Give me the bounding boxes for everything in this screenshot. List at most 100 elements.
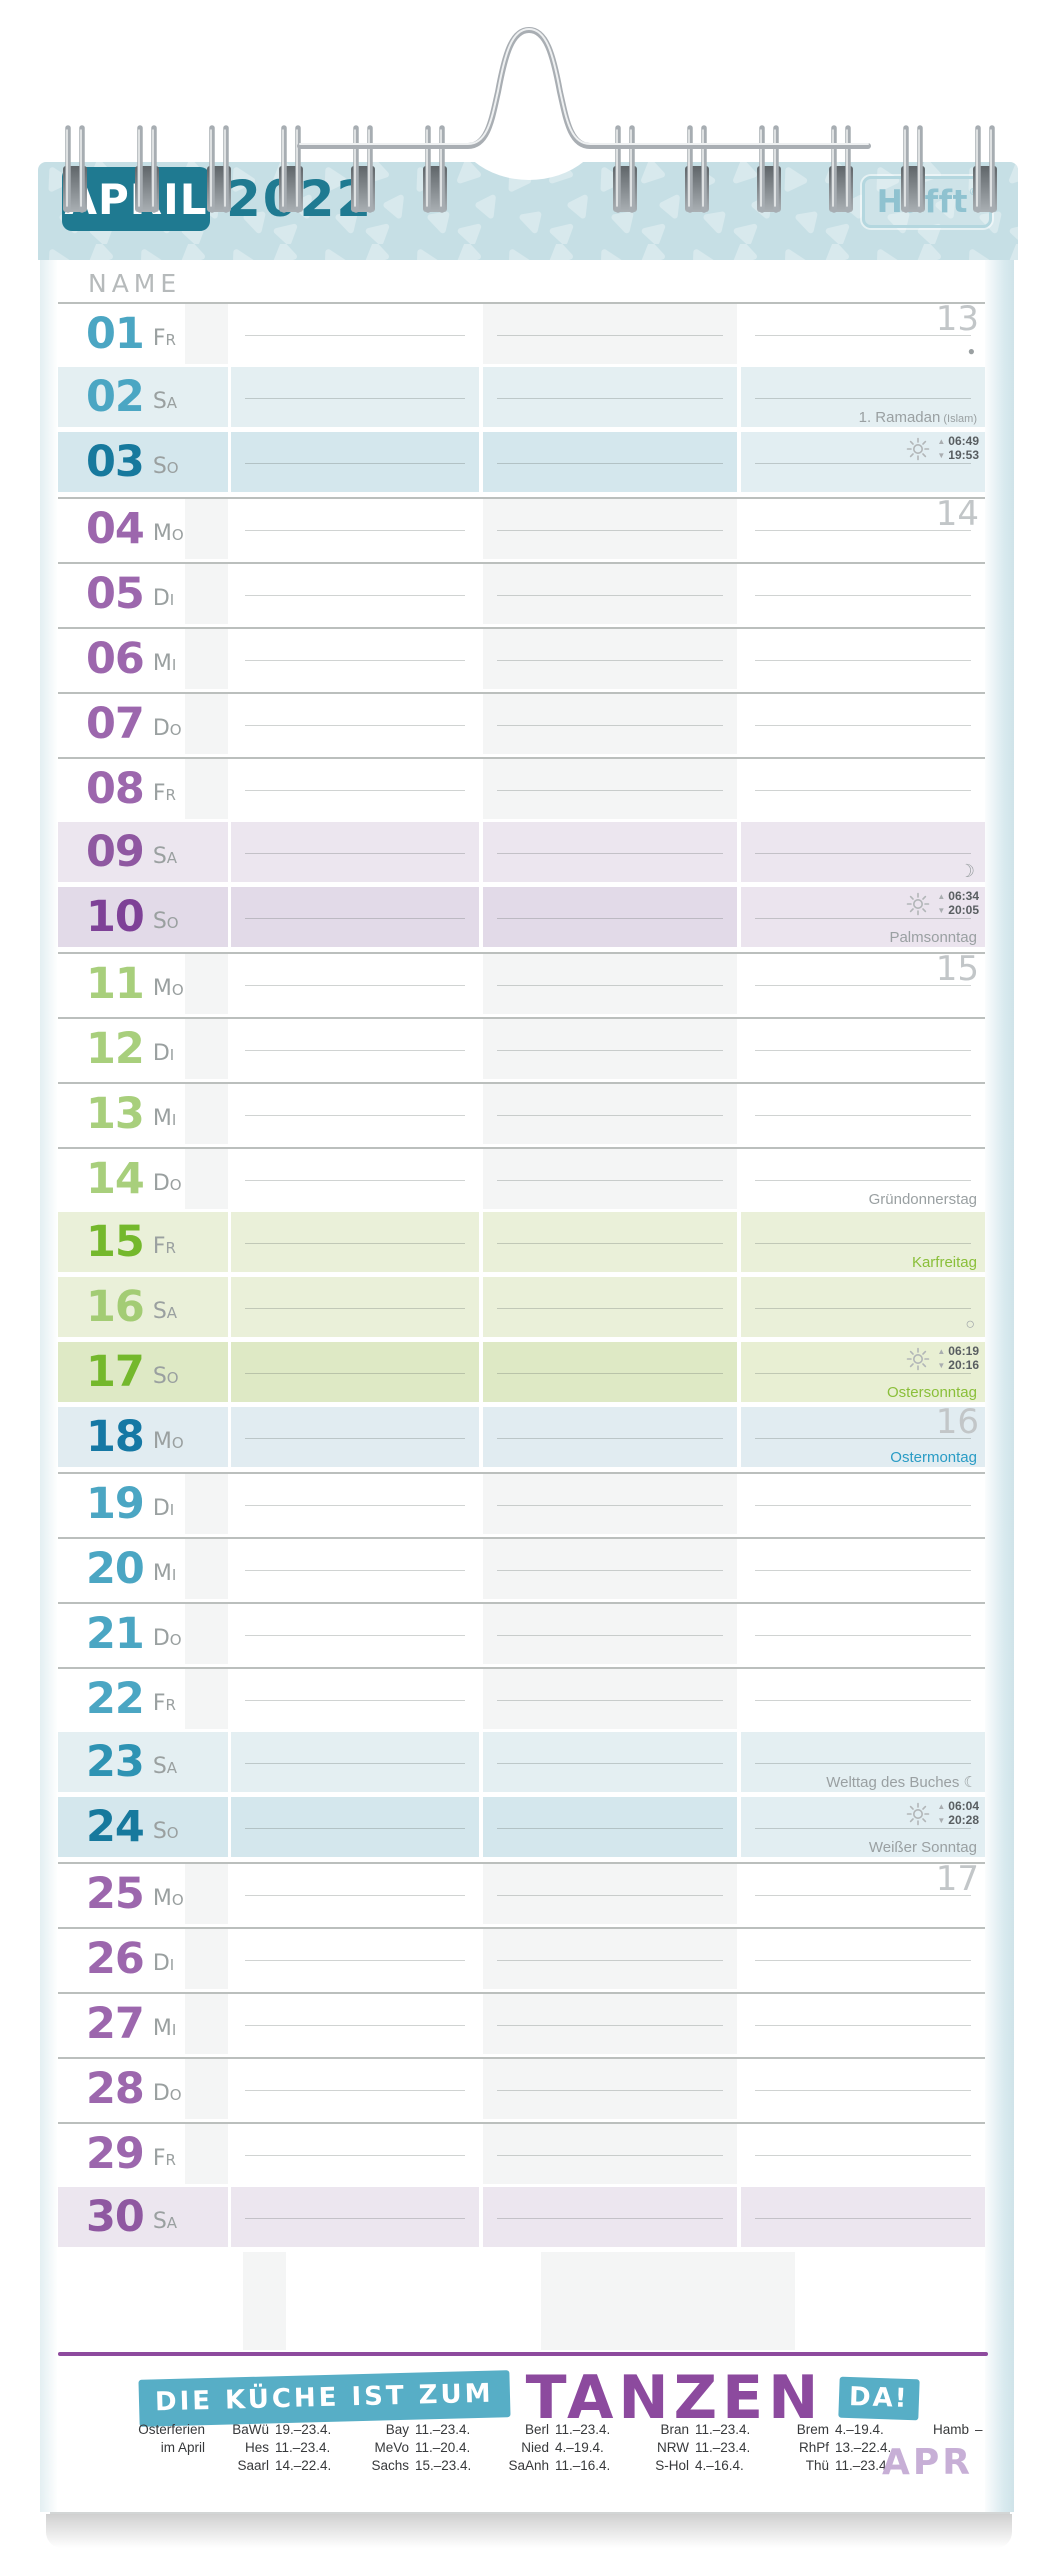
state-abbr: Thü bbox=[805, 2458, 829, 2473]
weekday-abbr: Sa bbox=[152, 843, 178, 869]
special-day-note: Karfreitag bbox=[911, 1254, 977, 1271]
sunset-time: ▼ 20:28 bbox=[937, 1813, 979, 1827]
holiday-dates bbox=[975, 2457, 1045, 2475]
day-label: 24 So bbox=[58, 1797, 185, 1857]
notes-cell bbox=[741, 1539, 985, 1599]
calendar-row: 02 Sa 1. Ramadan (Islam) bbox=[58, 367, 985, 432]
day-number: 15 bbox=[86, 1216, 145, 1267]
divider-strip bbox=[185, 564, 228, 624]
notes-cell: 15 bbox=[741, 952, 985, 1014]
day-label: 21 Do bbox=[58, 1604, 185, 1664]
weekday-abbr: Fr bbox=[152, 1233, 176, 1259]
entry-cell-2 bbox=[483, 1797, 737, 1857]
day-number: 10 bbox=[86, 891, 145, 942]
day-label: 05 Di bbox=[58, 564, 185, 624]
special-day-note: Palmsonntag bbox=[889, 929, 977, 946]
calendar-row: 03 So ▲ 06:49 ▼ 19:53 bbox=[58, 432, 985, 497]
moon-phase-icon: ○ bbox=[965, 1316, 975, 1333]
holiday-entry: Bran 11.–23.4. bbox=[641, 2421, 765, 2439]
weekday-abbr: Fr bbox=[152, 1690, 176, 1716]
entry-cell-1 bbox=[231, 822, 479, 882]
holiday-group: Brem 4.–19.4. RhPf 13.–22.4. Thü 11.–23.4. bbox=[781, 2421, 905, 2475]
calendar-row: 06 Mi bbox=[58, 627, 985, 692]
divider-strip-extension bbox=[243, 2252, 286, 2350]
calendar-row: 11 Mo 15 bbox=[58, 952, 985, 1017]
notes-cell: ▲ 06:04 ▼ 20:28 Weißer Sonntag bbox=[741, 1797, 985, 1857]
day-number: 23 bbox=[86, 1736, 145, 1787]
entry-cell-2 bbox=[483, 1474, 737, 1534]
weekday-abbr: Mi bbox=[152, 650, 177, 676]
calendar-row: 26 Di bbox=[58, 1927, 985, 1992]
day-label: 22 Fr bbox=[58, 1669, 185, 1729]
holiday-dates: 11.–23.4. bbox=[415, 2422, 471, 2437]
weekday-abbr: Mo bbox=[152, 520, 184, 546]
day-label: 01 Fr bbox=[58, 304, 185, 364]
entry-cell-1 bbox=[231, 954, 479, 1014]
divider-strip bbox=[185, 1019, 228, 1079]
holiday-dates: 11.–23.4. bbox=[695, 2440, 751, 2455]
entry-cell-1 bbox=[231, 1212, 479, 1272]
notes-cell bbox=[741, 629, 985, 689]
divider-strip bbox=[185, 1929, 228, 1989]
calendar-row: 16 Sa ○ bbox=[58, 1277, 985, 1342]
holidays-label-line: Osterferien bbox=[138, 2422, 205, 2437]
sun-icon bbox=[907, 437, 930, 460]
day-number: 22 bbox=[86, 1673, 145, 1724]
holiday-dates: 13.–22.4. bbox=[835, 2440, 892, 2455]
day-number: 09 bbox=[86, 826, 145, 877]
sunset-time: ▼ 19:53 bbox=[937, 448, 979, 462]
divider-strip bbox=[185, 1864, 228, 1924]
notes-cell: Welttag des Buches ☾ bbox=[741, 1732, 985, 1792]
entry-cell-1 bbox=[231, 1149, 479, 1209]
day-label: 30 Sa bbox=[58, 2187, 185, 2247]
day-number: 19 bbox=[86, 1478, 145, 1529]
day-label: 19 Di bbox=[58, 1474, 185, 1534]
entry-cell-2 bbox=[483, 564, 737, 624]
day-label: 14 Do bbox=[58, 1149, 185, 1209]
notes-cell: 13 ● bbox=[741, 299, 985, 364]
calendar-row: 23 Sa Welttag des Buches ☾ bbox=[58, 1732, 985, 1797]
day-label: 09 Sa bbox=[58, 822, 185, 882]
holiday-dates: 14.–22.4. bbox=[275, 2458, 332, 2473]
weekday-abbr: Di bbox=[152, 1950, 175, 1976]
calendar-row: 05 Di bbox=[58, 562, 985, 627]
holiday-dates: 11.–23.4. bbox=[695, 2422, 751, 2437]
footer-divider-line bbox=[58, 2352, 988, 2356]
holiday-dates: 11.–16.4. bbox=[555, 2458, 611, 2473]
moon-phase-icon: ☽ bbox=[958, 861, 975, 881]
entry-cell-2 bbox=[483, 759, 737, 819]
quote-part-3: DA! bbox=[838, 2376, 920, 2420]
holiday-group: Hamb – bbox=[921, 2421, 1045, 2475]
weekday-abbr: Do bbox=[152, 715, 182, 741]
entry-cell-1 bbox=[231, 1084, 479, 1144]
note-suffix: (Islam) bbox=[940, 413, 977, 425]
divider-strip bbox=[185, 1342, 228, 1402]
divider-strip bbox=[185, 2124, 228, 2184]
holiday-entry: NRW 11.–23.4. bbox=[641, 2439, 765, 2457]
weekday-abbr: Mo bbox=[152, 1428, 184, 1454]
entry-cell-2 bbox=[483, 432, 737, 492]
calendar-row: 17 So ▲ 06:19 ▼ 20:16 Ostersonntag bbox=[58, 1342, 985, 1407]
weekday-abbr: Sa bbox=[152, 2208, 178, 2234]
holiday-dates: 11.–23.4. bbox=[835, 2458, 891, 2473]
calendar-row: 12 Di bbox=[58, 1017, 985, 1082]
calendar-row: 22 Fr bbox=[58, 1667, 985, 1732]
week-number: 13 bbox=[935, 299, 979, 339]
divider-strip bbox=[185, 629, 228, 689]
weekday-abbr: Fr bbox=[152, 2145, 176, 2171]
holiday-entry: BaWü 19.–23.4. bbox=[221, 2421, 345, 2439]
day-label: 03 So bbox=[58, 432, 185, 492]
weekday-abbr: Di bbox=[152, 1040, 175, 1066]
sunrise-sunset: ▲ 06:49 ▼ 19:53 bbox=[905, 435, 979, 462]
state-abbr: NRW bbox=[657, 2440, 689, 2455]
entry-cell-1 bbox=[231, 432, 479, 492]
day-number: 13 bbox=[86, 1088, 145, 1139]
holiday-dates bbox=[975, 2439, 1045, 2457]
entry-cell-2 bbox=[483, 2059, 737, 2119]
day-label: 23 Sa bbox=[58, 1732, 185, 1792]
divider-strip bbox=[185, 1994, 228, 2054]
holidays-label-line bbox=[90, 2457, 205, 2475]
entry-cell-2 bbox=[483, 887, 737, 947]
sunset-time: ▼ 20:05 bbox=[937, 903, 979, 917]
